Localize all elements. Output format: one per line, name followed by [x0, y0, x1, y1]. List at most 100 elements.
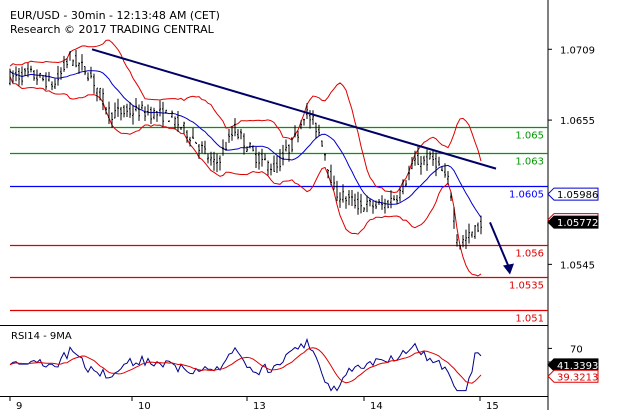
candle-148: [453, 207, 455, 229]
price-tick-label-2: 1.0545: [560, 260, 595, 271]
candle-156: [477, 222, 479, 233]
candle-85: [264, 153, 266, 161]
candle-113: [348, 190, 350, 206]
candle-153: [468, 223, 470, 244]
candle-152: [465, 229, 467, 250]
candle-144: [441, 165, 443, 172]
candle-86: [267, 160, 269, 176]
candle-48: [153, 107, 155, 120]
price-tick-label-0: 1.0709: [560, 45, 595, 56]
rsi-badge-label: 39.3213: [557, 372, 598, 383]
candle-50: [159, 100, 161, 117]
candle-16: [57, 65, 59, 86]
candle-55: [174, 116, 176, 129]
candle-56: [177, 111, 179, 132]
candle-135: [414, 150, 416, 166]
candle-132: [405, 180, 407, 187]
candle-145: [444, 163, 446, 178]
candle-97: [300, 120, 302, 130]
candle-29: [96, 87, 98, 102]
candle-84: [261, 148, 263, 167]
rsi-badge-label: 41.3393: [557, 361, 598, 372]
chart-title: EUR/USD - 30min - 12:13:48 AM (CET): [10, 9, 220, 22]
candle-94: [291, 137, 293, 153]
candle-122: [375, 200, 377, 210]
candle-109: [336, 180, 338, 202]
price-badge-label: 1.05772: [557, 218, 598, 229]
axes: 1.07091.06551.05451.059861.057911.057729…: [9, 45, 599, 412]
candle-110: [339, 192, 341, 208]
lower-band: [9, 76, 482, 277]
candle-102: [315, 122, 317, 139]
candle-75: [234, 118, 236, 137]
candle-36: [117, 98, 119, 117]
rsi-label: RSI14 - 9MA: [11, 331, 72, 342]
candle-96: [297, 130, 299, 143]
candle-77: [240, 128, 242, 140]
candle-69: [216, 153, 218, 173]
candle-9: [36, 69, 38, 85]
candle-114: [351, 189, 353, 206]
candle-46: [147, 104, 149, 116]
forecast-arrow-shaft: [489, 222, 510, 268]
candle-42: [135, 97, 137, 112]
trend-lines: [91, 48, 514, 275]
candle-59: [186, 130, 188, 143]
candle-22: [75, 49, 77, 68]
time-tick-label-2: 13: [253, 401, 266, 412]
candle-99: [306, 103, 308, 120]
candle-45: [144, 106, 146, 121]
candle-123: [378, 199, 380, 206]
candle-127: [390, 190, 392, 209]
price-tick-label-1: 1.0655: [560, 116, 595, 127]
candle-149: [456, 234, 458, 247]
price-badge-box: [547, 215, 599, 229]
candle-21: [72, 59, 74, 66]
candle-39: [126, 103, 128, 117]
candle-115: [354, 193, 356, 209]
candle-142: [435, 152, 437, 177]
candle-134: [411, 157, 413, 170]
candle-30: [99, 87, 101, 101]
candle-87: [270, 163, 272, 176]
candle-31: [102, 88, 104, 111]
price-candles: [9, 49, 482, 250]
rsi-tick-label-0: 70: [570, 344, 583, 355]
candle-26: [87, 72, 89, 82]
candle-131: [402, 179, 404, 195]
candle-118: [363, 207, 365, 212]
candle-37: [120, 106, 122, 121]
candle-133: [408, 165, 410, 181]
candle-7: [30, 65, 32, 73]
candle-151: [462, 235, 464, 248]
level-label-5: 1.051: [515, 314, 544, 325]
candle-81: [252, 145, 254, 152]
level-label-3: 1.056: [515, 249, 544, 260]
rsi-line: [9, 337, 482, 392]
candle-72: [225, 141, 227, 151]
moving-average: [9, 70, 482, 218]
candle-138: [423, 155, 425, 166]
candle-91: [282, 144, 284, 166]
candle-74: [231, 126, 233, 141]
candle-5: [24, 68, 26, 76]
candle-83: [258, 151, 260, 170]
candle-38: [123, 105, 125, 118]
candle-33: [108, 101, 110, 125]
candle-108: [333, 175, 335, 191]
candle-112: [345, 196, 347, 209]
candle-65: [204, 140, 206, 155]
candle-78: [243, 133, 245, 155]
time-tick-label-1: 10: [138, 401, 151, 412]
candle-147: [450, 192, 452, 201]
trendline: [91, 48, 497, 170]
candle-0: [9, 68, 11, 86]
candle-43: [138, 104, 140, 121]
candle-143: [438, 156, 440, 167]
time-tick-label-0: 9: [16, 401, 22, 412]
candle-62: [195, 141, 197, 145]
candle-82: [255, 147, 257, 168]
rsi-badge-box: [547, 369, 599, 383]
